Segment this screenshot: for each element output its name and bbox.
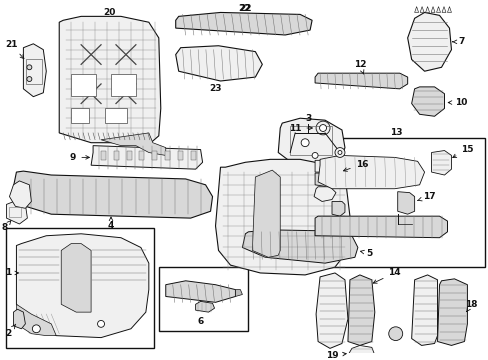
Circle shape xyxy=(27,77,32,81)
Bar xyxy=(190,150,195,160)
Polygon shape xyxy=(91,146,202,169)
Polygon shape xyxy=(411,275,437,346)
Polygon shape xyxy=(242,230,357,263)
Polygon shape xyxy=(436,6,440,13)
Polygon shape xyxy=(59,16,161,143)
Polygon shape xyxy=(61,244,91,312)
Circle shape xyxy=(98,320,104,327)
Text: 11: 11 xyxy=(288,123,312,132)
Polygon shape xyxy=(17,304,56,336)
Polygon shape xyxy=(407,13,450,71)
Polygon shape xyxy=(101,133,165,156)
Bar xyxy=(178,150,183,160)
Text: 23: 23 xyxy=(209,84,222,93)
Bar xyxy=(111,74,136,96)
Text: 18: 18 xyxy=(464,300,477,312)
Bar xyxy=(289,126,331,156)
Polygon shape xyxy=(313,187,335,202)
Text: 2: 2 xyxy=(5,324,16,338)
Polygon shape xyxy=(315,273,347,348)
Text: 20: 20 xyxy=(102,8,115,17)
Polygon shape xyxy=(6,201,27,224)
Circle shape xyxy=(301,139,308,147)
Circle shape xyxy=(311,153,317,158)
Text: 1: 1 xyxy=(5,269,19,278)
Text: 6: 6 xyxy=(197,318,203,327)
Circle shape xyxy=(319,125,326,131)
Polygon shape xyxy=(165,281,235,302)
Text: 9: 9 xyxy=(70,153,89,162)
Text: 12: 12 xyxy=(353,60,366,74)
Polygon shape xyxy=(9,181,31,208)
Polygon shape xyxy=(411,87,444,116)
Text: 22: 22 xyxy=(239,4,251,13)
Polygon shape xyxy=(347,275,374,346)
Polygon shape xyxy=(175,13,311,35)
Circle shape xyxy=(388,327,402,341)
Polygon shape xyxy=(430,6,434,13)
Circle shape xyxy=(337,150,341,154)
Polygon shape xyxy=(175,46,262,81)
Polygon shape xyxy=(441,6,445,13)
Polygon shape xyxy=(347,346,374,360)
Bar xyxy=(71,108,89,123)
Text: 7: 7 xyxy=(452,37,464,46)
Text: 3: 3 xyxy=(305,114,310,123)
Bar xyxy=(101,150,106,160)
Bar xyxy=(159,267,248,331)
Polygon shape xyxy=(314,160,334,172)
Polygon shape xyxy=(13,309,25,329)
Bar xyxy=(165,150,170,160)
Text: 21: 21 xyxy=(5,40,24,59)
Bar xyxy=(307,138,484,267)
Polygon shape xyxy=(195,301,214,312)
Polygon shape xyxy=(23,44,46,97)
Bar xyxy=(126,150,131,160)
Polygon shape xyxy=(314,73,407,89)
Polygon shape xyxy=(314,216,447,238)
Polygon shape xyxy=(278,118,344,167)
Text: 14: 14 xyxy=(372,269,400,283)
Circle shape xyxy=(32,325,40,333)
Text: 10: 10 xyxy=(447,98,467,107)
Text: 13: 13 xyxy=(390,129,402,138)
Polygon shape xyxy=(252,170,280,257)
Text: 17: 17 xyxy=(417,192,435,201)
Polygon shape xyxy=(425,6,428,13)
Text: 4: 4 xyxy=(107,217,114,230)
Text: 22: 22 xyxy=(238,4,250,13)
Polygon shape xyxy=(414,6,418,13)
Polygon shape xyxy=(215,159,349,275)
Circle shape xyxy=(315,121,329,135)
Polygon shape xyxy=(17,234,148,338)
Text: 15: 15 xyxy=(452,145,473,158)
Polygon shape xyxy=(314,173,332,187)
Polygon shape xyxy=(397,192,414,214)
Bar xyxy=(26,59,42,84)
Text: 19: 19 xyxy=(325,351,346,360)
Polygon shape xyxy=(419,6,423,13)
Bar xyxy=(71,74,96,96)
Bar xyxy=(152,150,157,160)
Bar xyxy=(139,150,144,160)
Polygon shape xyxy=(437,279,467,346)
Circle shape xyxy=(27,65,32,70)
Polygon shape xyxy=(235,289,242,297)
Bar xyxy=(9,207,21,217)
Polygon shape xyxy=(447,6,450,13)
Polygon shape xyxy=(331,202,344,216)
Text: 16: 16 xyxy=(343,160,367,171)
Circle shape xyxy=(334,148,344,157)
Polygon shape xyxy=(13,171,212,218)
Bar xyxy=(105,108,127,123)
Bar xyxy=(6,228,154,348)
Text: 8: 8 xyxy=(1,221,11,233)
Polygon shape xyxy=(431,150,450,175)
Text: 5: 5 xyxy=(360,249,372,258)
Bar xyxy=(114,150,119,160)
Polygon shape xyxy=(317,156,424,189)
